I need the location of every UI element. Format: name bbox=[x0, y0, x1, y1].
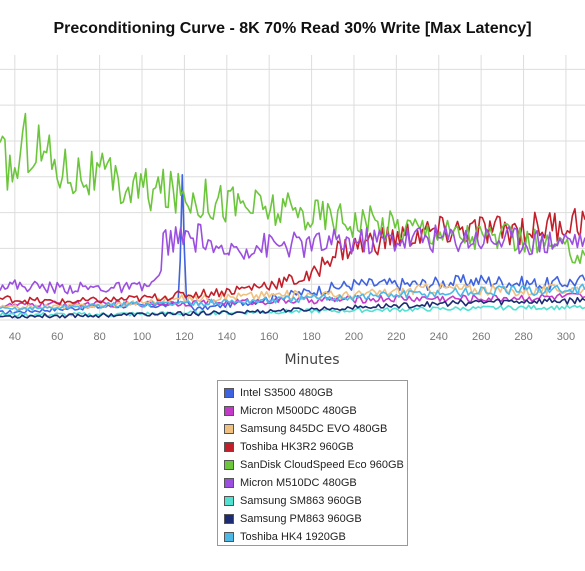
legend-swatch bbox=[224, 388, 234, 398]
legend-label: Samsung 845DC EVO 480GB bbox=[240, 423, 388, 435]
legend-swatch bbox=[224, 478, 234, 488]
x-tick-label: 260 bbox=[472, 331, 490, 343]
x-tick-label: 240 bbox=[430, 331, 448, 343]
x-tick-label: 120 bbox=[175, 331, 193, 343]
legend-swatch bbox=[224, 406, 234, 416]
series-line bbox=[0, 283, 585, 312]
x-tick-label: 40 bbox=[9, 331, 21, 343]
legend-label: Micron M500DC 480GB bbox=[240, 405, 357, 417]
x-tick-label: 200 bbox=[345, 331, 363, 343]
x-tick-label: 220 bbox=[387, 331, 405, 343]
legend-label: SanDisk CloudSpeed Eco 960GB bbox=[240, 459, 404, 471]
legend-item: Toshiba HK3R2 960GB bbox=[224, 438, 407, 456]
legend-item: Micron M510DC 480GB bbox=[224, 474, 407, 492]
grid-lines bbox=[0, 55, 585, 321]
legend-label: Samsung SM863 960GB bbox=[240, 495, 362, 507]
series-line bbox=[0, 304, 585, 318]
legend-item: Intel S3500 480GB bbox=[224, 384, 407, 402]
legend-label: Micron M510DC 480GB bbox=[240, 477, 357, 489]
x-tick-label: 160 bbox=[260, 331, 278, 343]
legend-label: Toshiba HK4 1920GB bbox=[240, 531, 346, 543]
series-line bbox=[0, 296, 585, 319]
chart-title: Preconditioning Curve - 8K 70% Read 30% … bbox=[53, 20, 532, 37]
legend-swatch bbox=[224, 496, 234, 506]
legend: Intel S3500 480GB Micron M500DC 480GB Sams… bbox=[217, 380, 408, 546]
legend-label: Intel S3500 480GB bbox=[240, 387, 333, 399]
legend-item: Toshiba HK4 1920GB bbox=[224, 528, 407, 546]
x-tick-label: 140 bbox=[218, 331, 236, 343]
legend-label: Toshiba HK3R2 960GB bbox=[240, 441, 354, 453]
series-lines bbox=[0, 112, 585, 319]
legend-item: Micron M500DC 480GB bbox=[224, 402, 407, 420]
x-tick-labels: 40 60 80 100 120 140 160 180 200 220 240 260 280 300 bbox=[9, 331, 575, 343]
x-tick-label: 60 bbox=[51, 331, 63, 343]
x-axis-label: Minutes bbox=[284, 352, 339, 368]
legend-item: Samsung PM863 960GB bbox=[224, 510, 407, 528]
series-line bbox=[0, 112, 585, 265]
x-tick-label: 100 bbox=[133, 331, 151, 343]
legend-item: Samsung 845DC EVO 480GB bbox=[224, 420, 407, 438]
series-line bbox=[0, 292, 585, 309]
series-line bbox=[0, 223, 585, 295]
x-tick-label: 180 bbox=[302, 331, 320, 343]
x-tick-label: 280 bbox=[514, 331, 532, 343]
line-chart: 40 60 80 100 120 140 160 180 200 220 240 260 280 300 … bbox=[0, 55, 585, 368]
series-line bbox=[0, 174, 585, 316]
x-tick-label: 300 bbox=[557, 331, 575, 343]
series-line bbox=[0, 208, 585, 306]
legend-swatch bbox=[224, 424, 234, 434]
legend-swatch bbox=[224, 460, 234, 470]
legend-item: Samsung SM863 960GB bbox=[224, 492, 407, 510]
legend-swatch bbox=[224, 532, 234, 542]
legend-swatch bbox=[224, 442, 234, 452]
legend-swatch bbox=[224, 514, 234, 524]
x-tick-label: 80 bbox=[93, 331, 105, 343]
legend-item: SanDisk CloudSpeed Eco 960GB bbox=[224, 456, 407, 474]
legend-label: Samsung PM863 960GB bbox=[240, 513, 362, 525]
